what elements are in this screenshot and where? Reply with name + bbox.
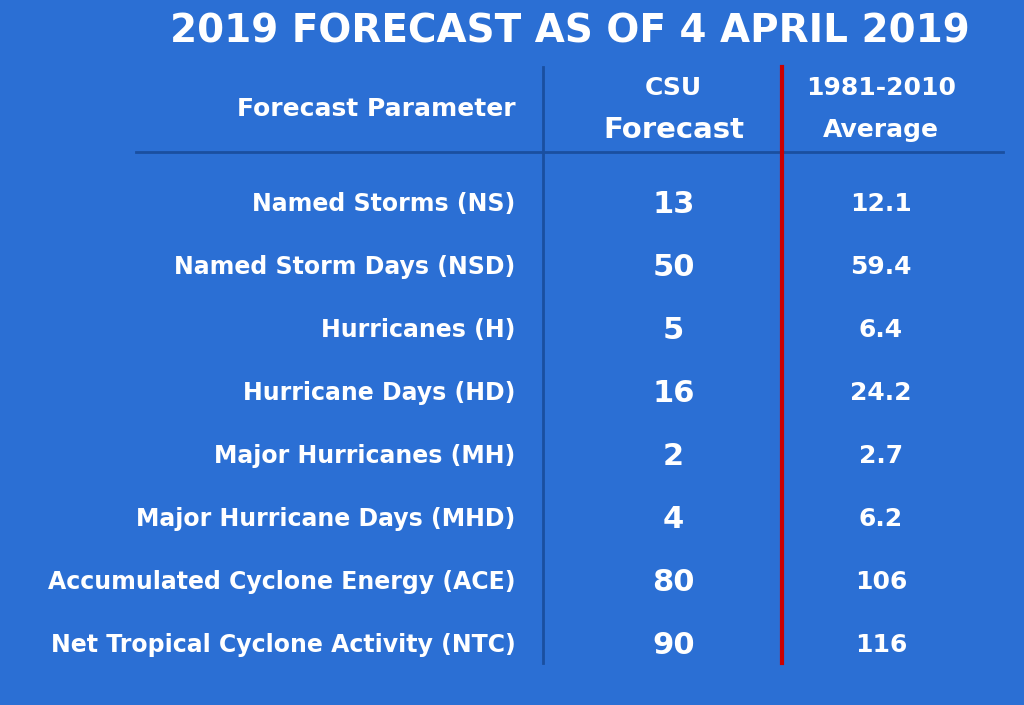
Text: 1981-2010: 1981-2010 — [806, 76, 956, 100]
Text: Accumulated Cyclone Energy (ACE): Accumulated Cyclone Energy (ACE) — [48, 570, 515, 594]
Text: 6.2: 6.2 — [859, 508, 903, 532]
Text: 59.4: 59.4 — [850, 255, 911, 279]
Text: 116: 116 — [855, 633, 907, 657]
Text: 90: 90 — [652, 631, 694, 660]
Text: Net Tropical Cyclone Activity (NTC): Net Tropical Cyclone Activity (NTC) — [51, 633, 515, 657]
Text: 13: 13 — [652, 190, 694, 219]
Text: 12.1: 12.1 — [850, 192, 912, 216]
Text: 2: 2 — [663, 442, 684, 471]
Text: Forecast: Forecast — [603, 116, 743, 145]
Text: 80: 80 — [652, 568, 694, 597]
Text: 106: 106 — [855, 570, 907, 594]
Text: 2019 FORECAST AS OF 4 APRIL 2019: 2019 FORECAST AS OF 4 APRIL 2019 — [170, 13, 970, 51]
Text: 24.2: 24.2 — [850, 381, 911, 405]
Text: CSU: CSU — [645, 76, 702, 100]
Text: 50: 50 — [652, 252, 694, 282]
Text: 6.4: 6.4 — [859, 318, 903, 342]
Text: Major Hurricanes (MH): Major Hurricanes (MH) — [214, 444, 515, 468]
Text: Average: Average — [823, 118, 939, 142]
Text: 4: 4 — [663, 505, 684, 534]
Text: Forecast Parameter: Forecast Parameter — [237, 97, 515, 121]
Text: Hurricane Days (HD): Hurricane Days (HD) — [243, 381, 515, 405]
Text: Named Storm Days (NSD): Named Storm Days (NSD) — [174, 255, 515, 279]
Text: 16: 16 — [652, 379, 694, 407]
Text: 5: 5 — [663, 316, 684, 345]
Text: Hurricanes (H): Hurricanes (H) — [322, 318, 515, 342]
Text: Major Hurricane Days (MHD): Major Hurricane Days (MHD) — [136, 508, 515, 532]
Text: Named Storms (NS): Named Storms (NS) — [252, 192, 515, 216]
Text: 2.7: 2.7 — [859, 444, 903, 468]
